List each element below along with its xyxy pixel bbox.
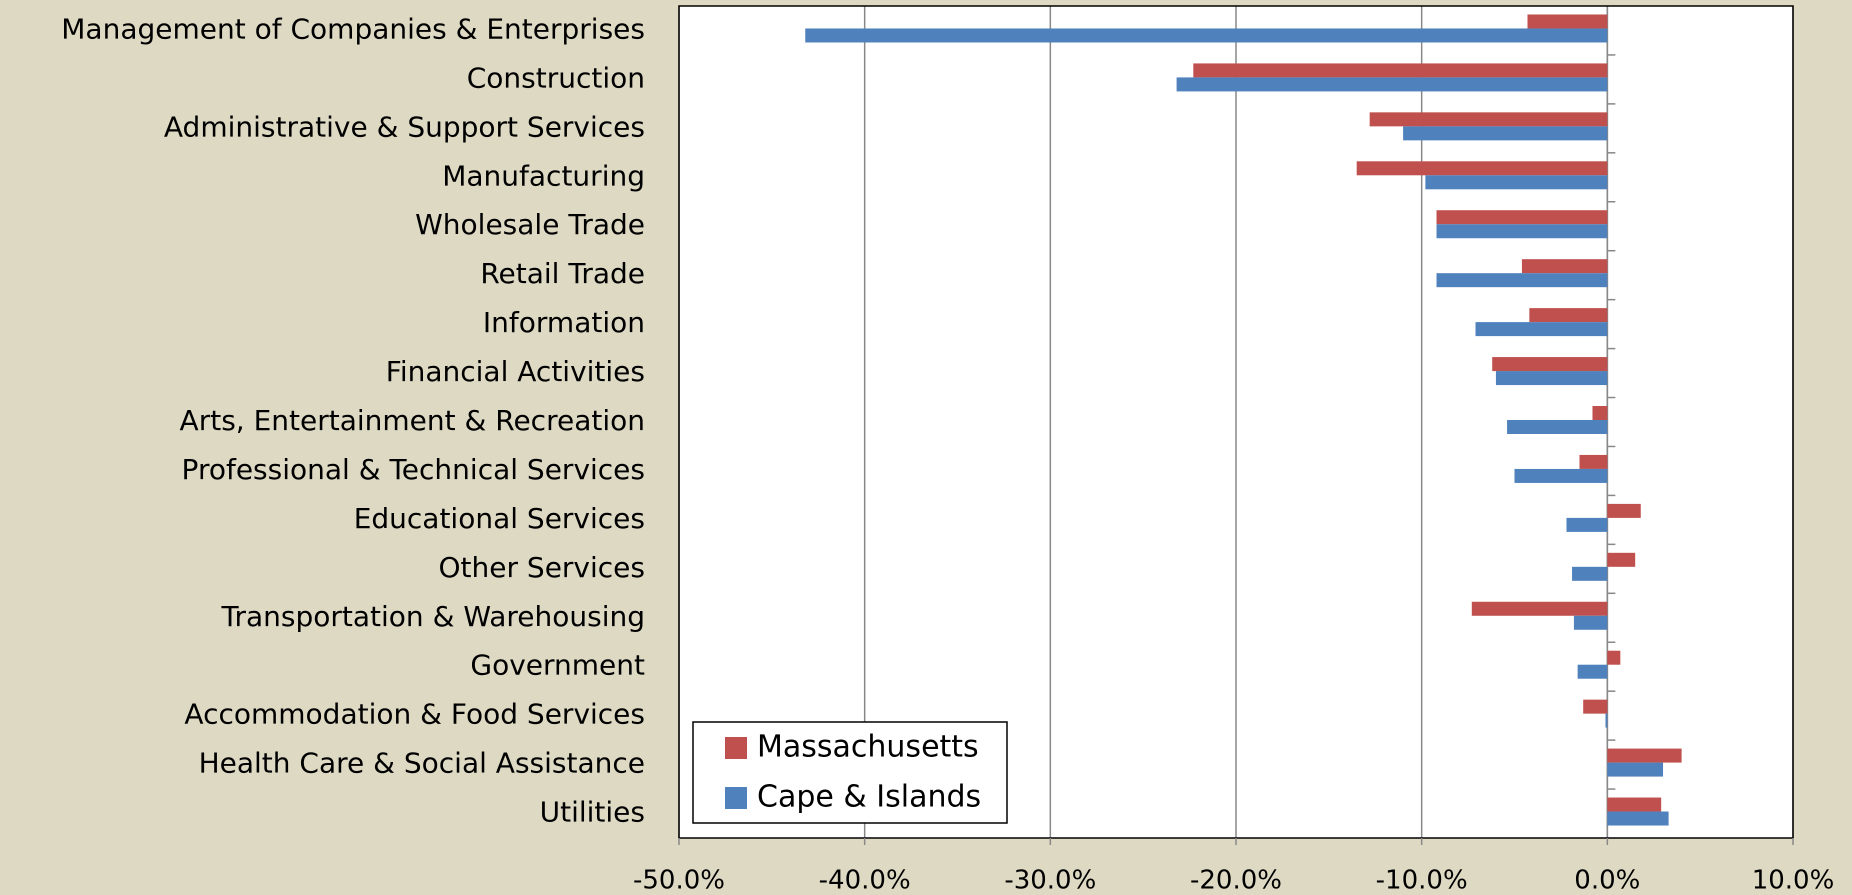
bar <box>1592 406 1608 420</box>
y-tick-label: Educational Services <box>354 502 645 535</box>
y-tick-label: Management of Companies & Enterprises <box>61 12 645 45</box>
y-tick-label: Transportation & Warehousing <box>221 600 646 633</box>
bar <box>1607 762 1664 777</box>
bar <box>1436 273 1608 288</box>
y-tick-label: Administrative & Support Services <box>164 110 645 143</box>
bar <box>1514 468 1608 483</box>
bar <box>1573 615 1608 630</box>
bar <box>1566 517 1608 532</box>
legend-swatch <box>725 737 747 759</box>
bar <box>1527 14 1608 29</box>
legend-label: Cape & Islands <box>757 780 981 815</box>
bar <box>1529 308 1608 323</box>
x-tick-label: 0.0% <box>1574 866 1640 895</box>
bar <box>1607 797 1662 812</box>
x-tick-label: -30.0% <box>1004 866 1096 895</box>
y-tick-label: Professional & Technical Services <box>182 453 645 486</box>
bar <box>1475 322 1608 337</box>
y-tick-label: Construction <box>467 61 645 94</box>
y-tick-label: Manufacturing <box>442 159 645 192</box>
x-tick-label: -40.0% <box>819 866 911 895</box>
legend-swatch <box>725 787 747 809</box>
legend-label: Massachusetts <box>757 730 979 765</box>
bar <box>1607 503 1641 518</box>
bar <box>1579 454 1608 469</box>
y-tick-label: Information <box>483 306 645 339</box>
x-tick-label: 10.0% <box>1752 866 1835 895</box>
bar <box>1176 77 1608 92</box>
bar <box>1572 566 1608 581</box>
bar <box>1521 259 1608 274</box>
bar <box>1607 748 1682 763</box>
y-tick-label: Health Care & Social Assistance <box>199 747 645 780</box>
bar <box>1436 210 1608 225</box>
bar <box>1471 601 1608 616</box>
bar <box>1607 650 1621 665</box>
bar <box>1369 112 1608 127</box>
bar <box>805 28 1608 43</box>
bar <box>1583 699 1608 714</box>
bar <box>1492 357 1608 372</box>
y-tick-label: Other Services <box>439 551 645 584</box>
y-tick-label: Government <box>470 649 645 682</box>
bar <box>1495 371 1608 386</box>
bar <box>1436 224 1608 239</box>
bar <box>1607 811 1669 826</box>
bar <box>1425 175 1608 190</box>
bar <box>1507 420 1608 434</box>
y-tick-label: Accommodation & Food Services <box>184 698 645 731</box>
bar <box>1607 552 1636 567</box>
bar <box>1356 161 1608 176</box>
y-tick-label: Retail Trade <box>480 257 645 290</box>
y-tick-label: Wholesale Trade <box>415 208 645 241</box>
bar <box>1403 126 1608 141</box>
x-tick-label: -20.0% <box>1190 866 1282 895</box>
y-tick-label: Utilities <box>540 796 645 829</box>
bar <box>1193 63 1608 78</box>
bar <box>1577 664 1608 679</box>
bar <box>1605 713 1608 728</box>
y-tick-label: Financial Activities <box>386 355 645 388</box>
x-tick-label: -50.0% <box>633 866 725 895</box>
y-tick-label: Arts, Entertainment & Recreation <box>180 404 645 437</box>
x-tick-label: -10.0% <box>1376 866 1468 895</box>
